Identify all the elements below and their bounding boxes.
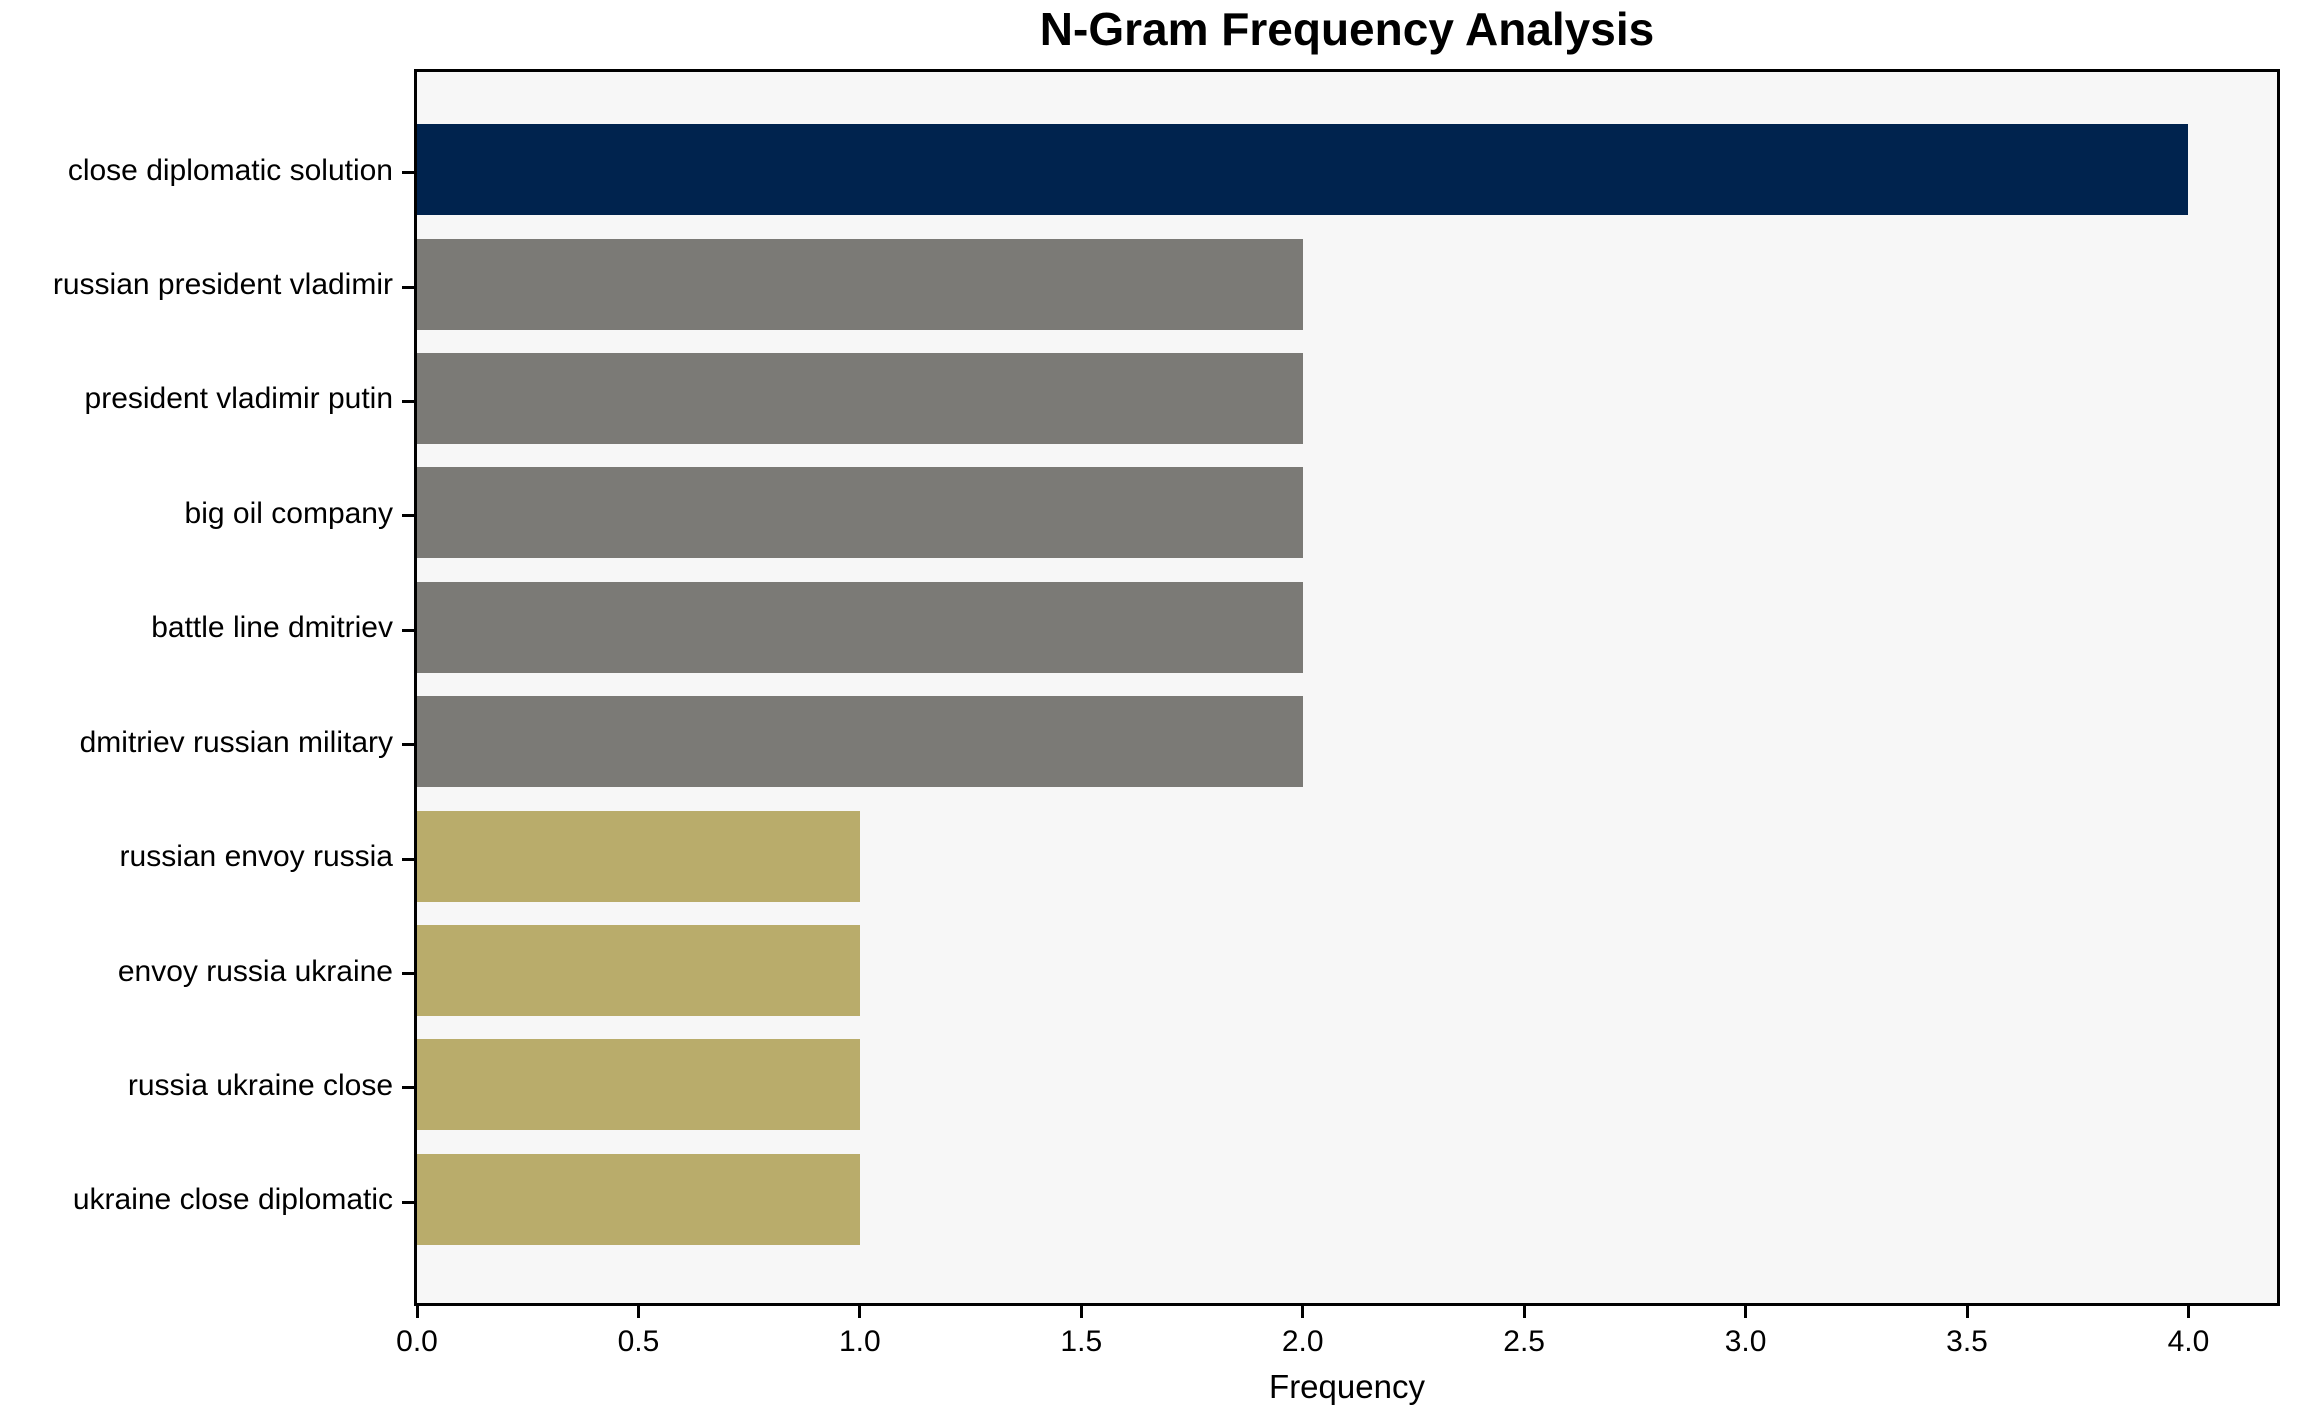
bar: [417, 696, 1303, 788]
y-tick-label: russian envoy russia: [119, 840, 393, 874]
x-tick-label: 1.5: [1060, 1325, 1103, 1358]
x-tick-mark: [2186, 1306, 2190, 1318]
y-tick-mark: [402, 743, 414, 747]
y-tick-mark: [402, 628, 414, 632]
chart-title: N-Gram Frequency Analysis: [1039, 3, 1655, 55]
x-tick-label: 0.0: [396, 1325, 438, 1358]
bar: [417, 925, 860, 1016]
y-tick-mark: [402, 171, 414, 175]
y-tick-label: dmitriev russian military: [79, 725, 393, 759]
x-tick-label: 1.0: [838, 1325, 881, 1358]
y-tick-mark: [402, 857, 414, 861]
x-tick-mark: [1079, 1306, 1083, 1318]
x-tick-label: 3.5: [1946, 1325, 1988, 1358]
y-tick-label: president vladimir putin: [84, 382, 393, 416]
x-tick-mark: [1522, 1306, 1526, 1318]
y-tick-mark: [402, 1086, 414, 1090]
x-tick-mark: [1965, 1306, 1969, 1318]
bar: [417, 467, 1303, 559]
x-tick-mark: [858, 1306, 862, 1318]
x-tick-mark: [636, 1306, 640, 1318]
y-tick-mark: [402, 399, 414, 403]
x-tick-label: 0.5: [617, 1325, 660, 1358]
bar: [417, 1039, 860, 1131]
y-tick-label: ukraine close diplomatic: [72, 1183, 393, 1217]
x-tick-label: 3.0: [1724, 1325, 1767, 1358]
y-tick-mark: [402, 285, 414, 289]
y-tick-label: close diplomatic solution: [67, 153, 393, 187]
y-tick-label: battle line dmitriev: [151, 611, 393, 645]
bar: [417, 581, 1303, 673]
y-tick-label: russia ukraine close: [127, 1068, 393, 1102]
bar: [417, 1153, 860, 1245]
y-tick-label: russian president vladimir: [52, 268, 393, 302]
x-tick-mark: [1744, 1306, 1748, 1318]
y-tick-mark: [402, 972, 414, 975]
y-tick-label: envoy russia ukraine: [117, 954, 393, 988]
x-tick-mark: [415, 1306, 419, 1318]
plot-area: [414, 69, 2280, 1306]
x-tick-label: 4.0: [2167, 1325, 2210, 1358]
x-axis-label: Frequency: [1269, 1368, 1425, 1405]
x-tick-mark: [1301, 1306, 1305, 1318]
y-tick-label: big oil company: [184, 496, 393, 530]
y-tick-mark: [402, 1200, 414, 1204]
bar: [417, 810, 860, 902]
bar: [417, 238, 1303, 330]
x-tick-label: 2.5: [1503, 1325, 1545, 1358]
bar: [417, 352, 1303, 444]
y-tick-mark: [402, 514, 414, 518]
bar: [417, 124, 2189, 216]
x-tick-label: 2.0: [1281, 1325, 1324, 1358]
